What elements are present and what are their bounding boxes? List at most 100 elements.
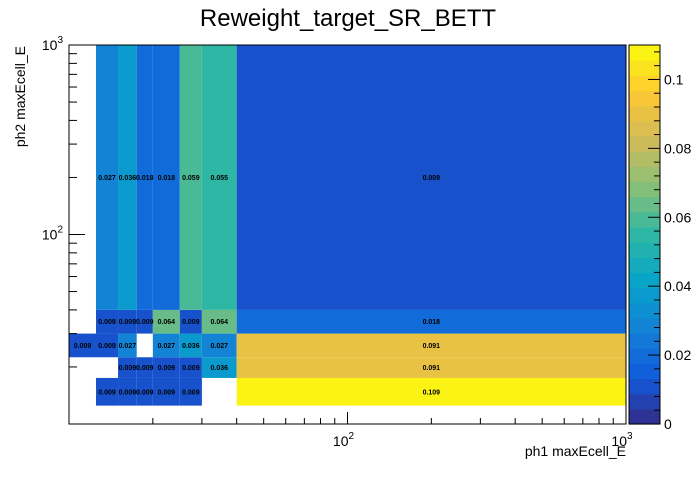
colorbar: 0 0.02 0.04 0.06 0.08 0.1 (628, 44, 691, 432)
cell-value-label: 0.064 (211, 319, 229, 326)
x-tick-label: 103 (611, 431, 633, 449)
cell-value-label: 0.009 (158, 365, 176, 372)
heatmap-cell (179, 357, 202, 378)
colorbar-band (629, 196, 660, 213)
cell-value-label: 0.018 (158, 175, 176, 182)
colorbar-band (629, 105, 660, 122)
colorbar-band (629, 257, 660, 273)
colorbar-band (629, 90, 660, 107)
heatmap-cell (236, 377, 626, 406)
cell-value-label: 0.064 (158, 319, 176, 326)
heatmap-cell (179, 309, 202, 334)
cell-value-label: 0.018 (136, 175, 154, 182)
heatmap-cell (236, 357, 626, 378)
heatmap-cell (136, 45, 153, 310)
cell-value-label: 0.018 (423, 319, 441, 326)
heatmap-cells (69, 45, 626, 406)
heatmap-cell (118, 377, 137, 406)
cell-value-label: 0.109 (423, 389, 441, 396)
cell-value-label: 0.091 (423, 343, 441, 350)
cell-value-label: 0.009 (182, 365, 200, 372)
cell-value-label: 0.036 (119, 175, 137, 182)
chart-title: Reweight_target_SR_BETT (200, 5, 496, 32)
cell-value-label: 0.009 (158, 389, 176, 396)
heatmap-cell (201, 45, 237, 310)
colorbar-band (629, 75, 660, 92)
cell-value-label: 0.055 (211, 175, 229, 182)
colorbar-frame (628, 44, 661, 425)
colorbar-band (629, 302, 660, 319)
colorbar-band (629, 272, 660, 289)
colorbar-tick-label: 0.04 (664, 278, 691, 294)
heatmap-cell (118, 45, 137, 310)
cell-value-label: 0.009 (119, 365, 137, 372)
colorbar-band (629, 120, 660, 137)
heatmap-cell (118, 309, 137, 334)
colorbar-band (629, 408, 660, 425)
cell-value-label: 0.009 (119, 389, 137, 396)
cell-value-label: 0.009 (136, 319, 154, 326)
heatmap-cell (95, 309, 119, 334)
colorbar-band (629, 363, 660, 380)
y-tick-label: 102 (42, 225, 64, 243)
heatmap-cell (136, 309, 153, 334)
colorbar-band (629, 135, 660, 152)
heatmap-cell (179, 333, 202, 358)
colorbar-band (629, 166, 660, 183)
heatmap-cell (201, 333, 237, 358)
cell-value-label: 0.009 (74, 343, 92, 350)
cell-value-label: 0.009 (136, 365, 154, 372)
heatmap-cell (136, 377, 153, 406)
colorbar-band (629, 378, 660, 395)
heatmap-cell (152, 377, 180, 406)
heatmap-cell (95, 45, 119, 310)
colorbar-band (629, 226, 660, 243)
colorbar-band (629, 317, 660, 334)
cell-value-label: 0.027 (119, 343, 137, 350)
cell-value-label: 0.009 (423, 175, 441, 182)
cell-value-label: 0.009 (182, 319, 200, 326)
heatmap-cell (201, 309, 237, 334)
colorbar-band (629, 333, 660, 349)
x-axis-label: ph1 maxEcell_E (525, 443, 626, 459)
x-axis: 102 103 (68, 412, 633, 449)
cell-value-label: 0.009 (136, 389, 154, 396)
colorbar-band (629, 393, 660, 410)
colorbar-band (629, 60, 660, 76)
y-tick-label: 103 (42, 35, 64, 53)
colorbar-band (629, 181, 660, 198)
heatmap-cell (236, 309, 626, 334)
colorbar-tick-label: 0.02 (664, 347, 691, 363)
y-axis: 102 103 (42, 35, 85, 425)
heatmap-cell (95, 377, 119, 406)
colorbar-tick-label: 0 (664, 416, 672, 432)
colorbar-tick-label: 0.06 (664, 209, 691, 225)
colorbar-tick-label: 0.1 (664, 71, 684, 87)
heatmap-cell (179, 45, 202, 310)
colorbar-band (629, 151, 660, 167)
cell-value-label: 0.009 (119, 319, 137, 326)
heatmap-cell (179, 377, 202, 406)
cell-value-label: 0.009 (182, 389, 200, 396)
cell-value-label: 0.059 (182, 175, 200, 182)
colorbar-tick-label: 0.08 (664, 140, 691, 156)
colorbar-band (629, 348, 660, 364)
colorbar-band (629, 45, 660, 61)
cell-value-label: 0.036 (182, 343, 200, 350)
heatmap-cell (152, 333, 180, 358)
heatmap-cell (136, 357, 153, 378)
heatmap-cell (152, 309, 180, 334)
cell-value-label: 0.027 (211, 343, 229, 350)
x-tick-label: 102 (333, 431, 355, 449)
cell-value-label: 0.091 (423, 365, 441, 372)
heatmap-cell (118, 357, 137, 378)
heatmap-cell (201, 357, 237, 378)
heatmap-cell (152, 357, 180, 378)
heatmap-cell (69, 333, 96, 358)
heatmap-cell (95, 333, 119, 358)
cell-value-label: 0.009 (98, 319, 116, 326)
heatmap-cell (118, 333, 137, 358)
